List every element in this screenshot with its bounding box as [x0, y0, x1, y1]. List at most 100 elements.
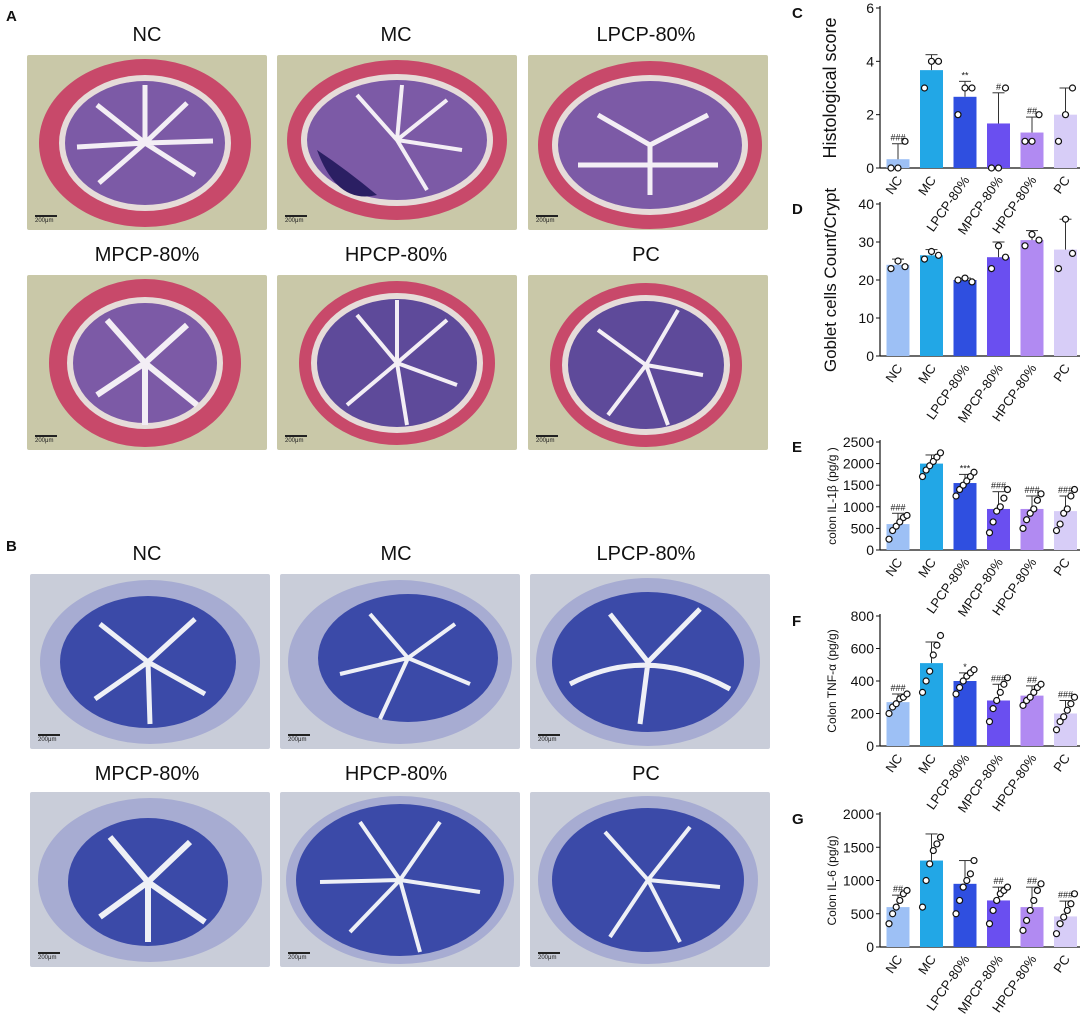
data-point: [936, 631, 945, 640]
data-point: [887, 264, 895, 273]
data-point: [926, 860, 934, 868]
chart-panel-label: G: [792, 811, 804, 828]
chart-panel-label: E: [792, 439, 802, 456]
x-tick-label: PC: [1050, 173, 1073, 196]
data-point: [956, 683, 964, 692]
scale-bar: 200μm: [285, 215, 307, 224]
data-point: [970, 666, 978, 674]
data-point: [901, 263, 909, 271]
data-point: [929, 846, 937, 855]
he-image-lpcp: 200μm: [528, 55, 768, 230]
y-tick-label: 2000: [843, 456, 874, 472]
data-point: [903, 511, 911, 520]
significance-mark: ##: [1027, 876, 1037, 886]
bar-nc: [886, 159, 910, 168]
significance-mark: ###: [1058, 690, 1073, 700]
data-point: [970, 468, 978, 476]
data-point: [1056, 718, 1064, 726]
data-point: [961, 274, 969, 282]
y-tick-label: 500: [851, 520, 875, 536]
data-point: [993, 696, 1001, 705]
data-point: [968, 84, 976, 92]
significance-mark: ##: [893, 884, 903, 894]
data-point: [968, 278, 976, 286]
data-point: [885, 709, 893, 718]
data-point: [1063, 505, 1071, 513]
data-point: [918, 472, 927, 481]
significance-mark: ###: [1024, 485, 1039, 495]
data-point: [1067, 900, 1075, 908]
data-point: [989, 518, 997, 526]
data-point: [1068, 249, 1077, 258]
panel-label-a: A: [6, 8, 17, 25]
he-image-mpcp: 200μm: [27, 275, 267, 450]
data-point: [920, 255, 929, 263]
x-tick-label: MC: [915, 952, 939, 977]
data-point: [1033, 496, 1041, 504]
significance-mark: ###: [1058, 485, 1073, 495]
y-tick-label: 6: [866, 0, 874, 16]
significance-mark: *: [963, 662, 967, 672]
data-point: [1021, 137, 1029, 145]
y-axis-title: Colon IL-6 (pg/g): [825, 835, 839, 925]
data-point: [959, 677, 967, 685]
data-point: [1067, 700, 1075, 708]
pas-image-pc: 200μm: [530, 792, 770, 967]
bar-nc: [886, 264, 910, 356]
x-tick-label: PC: [1050, 751, 1073, 774]
y-tick-label: 10: [858, 310, 874, 326]
y-axis-title: Colon TNF-α (pg/g): [825, 629, 839, 732]
x-tick-label: NC: [882, 555, 905, 579]
data-point: [1000, 680, 1008, 688]
data-point: [970, 856, 978, 865]
data-point: [954, 276, 962, 284]
y-tick-label: 2: [866, 107, 874, 123]
scale-bar: 200μm: [288, 734, 310, 743]
significance-mark: ##: [1027, 675, 1037, 685]
x-tick-label: NC: [882, 173, 905, 197]
data-point: [1021, 242, 1029, 250]
significance-mark: ###: [991, 673, 1006, 683]
y-axis-title: Goblet cells Count/Crypt: [821, 188, 840, 373]
data-point: [952, 910, 960, 918]
data-point: [1001, 253, 1010, 261]
data-point: [1028, 230, 1036, 239]
he-image-pc: 200μm: [528, 275, 768, 450]
data-point: [894, 257, 902, 265]
data-point: [929, 651, 937, 659]
data-point: [1003, 883, 1012, 891]
data-point: [1037, 680, 1045, 688]
pas-image-lpcp: 200μm: [530, 574, 770, 749]
y-tick-label: 0: [866, 939, 874, 955]
data-point: [1056, 920, 1064, 928]
data-point: [1037, 880, 1045, 888]
data-point: [918, 688, 927, 696]
data-point: [1061, 111, 1070, 119]
data-point: [901, 137, 909, 145]
data-point: [1060, 913, 1068, 921]
y-tick-label: 400: [851, 673, 875, 689]
data-point: [920, 84, 929, 92]
data-point: [1063, 906, 1071, 915]
x-tick-label: PC: [1050, 952, 1073, 975]
scale-bar: 200μm: [536, 215, 558, 224]
data-point: [959, 883, 967, 891]
x-tick-label: MC: [915, 173, 939, 198]
significance-mark: ###: [991, 481, 1006, 491]
data-point: [922, 876, 930, 885]
pas-image-mc: 200μm: [280, 574, 520, 749]
significance-mark: **: [961, 70, 969, 80]
chart-panel-label: F: [792, 613, 801, 630]
y-tick-label: 2000: [843, 806, 874, 822]
pas-image-hpcp: 200μm: [280, 792, 520, 967]
bar-pc: [1054, 114, 1077, 168]
significance-mark: ###: [890, 502, 905, 512]
y-tick-label: 1500: [843, 839, 874, 855]
he-image-nc: 200μm: [27, 55, 267, 230]
y-tick-label: 1000: [843, 873, 874, 889]
data-point: [996, 503, 1004, 511]
data-point: [952, 492, 960, 500]
y-tick-label: 20: [858, 272, 874, 288]
